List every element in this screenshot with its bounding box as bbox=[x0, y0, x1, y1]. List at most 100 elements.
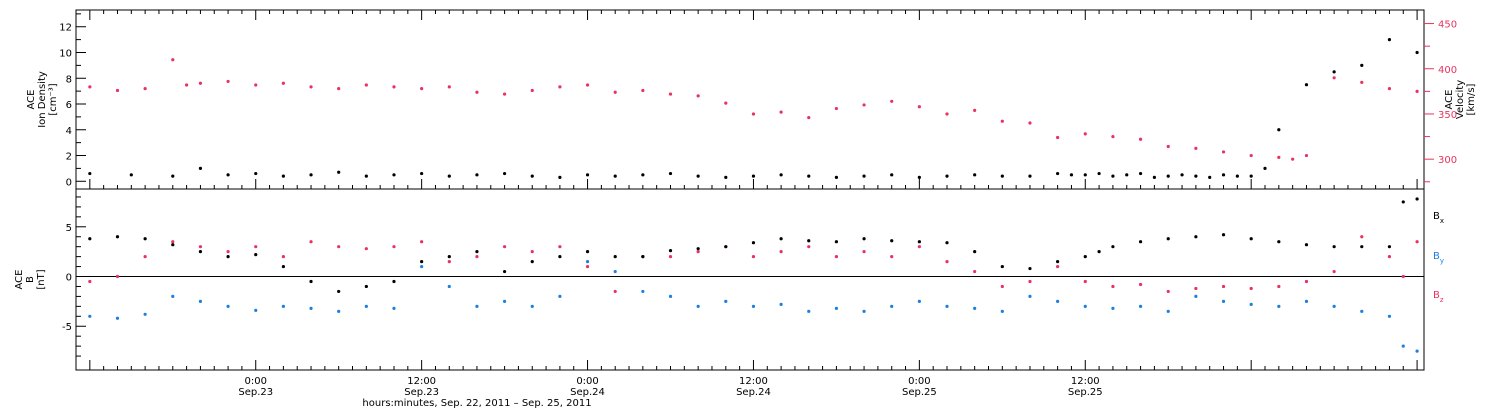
Bz-point bbox=[1000, 284, 1004, 289]
Bz-point bbox=[1056, 264, 1060, 269]
By-point bbox=[254, 308, 258, 312]
Bz-point bbox=[1415, 240, 1419, 244]
density-point bbox=[364, 174, 368, 178]
x-tick-time-label: 12:00 bbox=[1071, 376, 1100, 387]
velocity-point bbox=[1249, 153, 1253, 158]
density-tick-label: 4 bbox=[66, 126, 72, 137]
Bz-point bbox=[254, 245, 258, 249]
density-point bbox=[696, 174, 700, 178]
density-point bbox=[917, 175, 921, 180]
By-point bbox=[502, 299, 507, 303]
By-point bbox=[420, 264, 424, 269]
Bz-point bbox=[613, 289, 617, 294]
By-point bbox=[1249, 302, 1253, 306]
density-point bbox=[1111, 174, 1115, 178]
density-tick-label: 2 bbox=[66, 152, 72, 163]
velocity-point bbox=[1166, 144, 1170, 149]
By-point bbox=[475, 304, 479, 308]
Bz-point bbox=[1401, 274, 1405, 279]
Bx-point bbox=[917, 240, 921, 244]
Bz-point bbox=[779, 250, 783, 254]
density-point bbox=[724, 175, 728, 180]
density-axis-label: ACEIon Density[cm⁻³] bbox=[26, 71, 59, 128]
legend-entry-Bz: Bz bbox=[1433, 290, 1444, 304]
x-tick-time-label: 0:00 bbox=[576, 376, 598, 387]
velocity-point bbox=[1277, 155, 1281, 159]
Bz-point bbox=[530, 250, 534, 254]
field-frame bbox=[75, 188, 1425, 371]
density-point bbox=[1056, 171, 1060, 176]
velocity-point bbox=[1387, 87, 1392, 91]
velocity-axis-label-line: ACE bbox=[1444, 90, 1455, 110]
By-point bbox=[807, 309, 811, 313]
x-tick-time-label: 0:00 bbox=[244, 376, 266, 387]
legend-label: B bbox=[1433, 211, 1440, 222]
density-point bbox=[1097, 171, 1101, 176]
density-point bbox=[945, 174, 949, 178]
Bz-point bbox=[945, 259, 949, 264]
Bx-point bbox=[254, 253, 258, 257]
By-point bbox=[530, 304, 534, 308]
Bx-point bbox=[281, 264, 285, 269]
Bz-point bbox=[115, 274, 120, 279]
velocity-point bbox=[641, 88, 645, 93]
density-point bbox=[1332, 70, 1336, 74]
velocity-point bbox=[281, 81, 285, 85]
Bx-point bbox=[226, 255, 230, 259]
legend-entry-Bx: Bx bbox=[1433, 211, 1444, 225]
Bz-point bbox=[337, 245, 341, 249]
Bz-point bbox=[171, 240, 175, 244]
By-point bbox=[613, 269, 617, 274]
By-point bbox=[1056, 299, 1060, 303]
x-tick-date-label: Sep.24 bbox=[736, 387, 771, 398]
Bx-point bbox=[1249, 237, 1253, 241]
By-point bbox=[1221, 299, 1226, 303]
x-tick-time-label: 12:00 bbox=[407, 376, 436, 387]
x-tick-time-label: 0:00 bbox=[908, 376, 930, 387]
density-tick-label: 0 bbox=[66, 177, 72, 188]
density-point bbox=[88, 171, 92, 176]
x-tick-date-label: Sep.23 bbox=[238, 387, 273, 398]
density-point bbox=[862, 174, 866, 178]
Bx-point bbox=[668, 249, 673, 253]
Bx-point bbox=[890, 239, 894, 243]
density-point bbox=[1360, 63, 1364, 67]
velocity-point bbox=[88, 85, 92, 89]
By-point bbox=[281, 304, 285, 308]
Bx-point bbox=[337, 289, 341, 294]
By-point bbox=[724, 299, 728, 303]
By-point bbox=[834, 306, 839, 310]
By-point bbox=[1401, 344, 1405, 348]
By-point bbox=[143, 312, 147, 316]
density-axis-label-line: [cm⁻³] bbox=[48, 83, 59, 115]
velocity-point bbox=[143, 87, 147, 91]
Bz-point bbox=[1332, 269, 1336, 274]
Bz-point bbox=[1304, 279, 1309, 284]
Bx-point bbox=[1360, 245, 1364, 249]
density-point bbox=[420, 171, 424, 176]
density-point bbox=[641, 173, 645, 177]
velocity-tick-label: 300 bbox=[1438, 155, 1457, 166]
Bz-point bbox=[1028, 279, 1032, 284]
x-tick-time-label: 12:00 bbox=[739, 376, 768, 387]
density-point bbox=[1069, 173, 1074, 177]
By-point bbox=[364, 304, 368, 308]
Bx-point bbox=[392, 279, 396, 284]
density-point bbox=[337, 170, 341, 174]
density-point bbox=[281, 174, 285, 178]
Bz-point bbox=[420, 240, 424, 244]
velocity-axis-label-line: Velocity bbox=[1455, 80, 1466, 119]
density-point bbox=[198, 166, 203, 170]
velocity-point bbox=[724, 101, 728, 105]
velocity-point bbox=[1138, 137, 1143, 141]
By-point bbox=[1387, 314, 1392, 318]
Bz-point bbox=[392, 245, 396, 249]
Bz-point bbox=[1138, 282, 1143, 287]
velocity-axis-label: ACEVelocity[km/s] bbox=[1444, 80, 1477, 119]
Bx-point bbox=[1304, 243, 1309, 247]
Bx-point bbox=[502, 269, 507, 274]
velocity-point bbox=[337, 87, 341, 91]
Bx-point bbox=[530, 259, 534, 264]
